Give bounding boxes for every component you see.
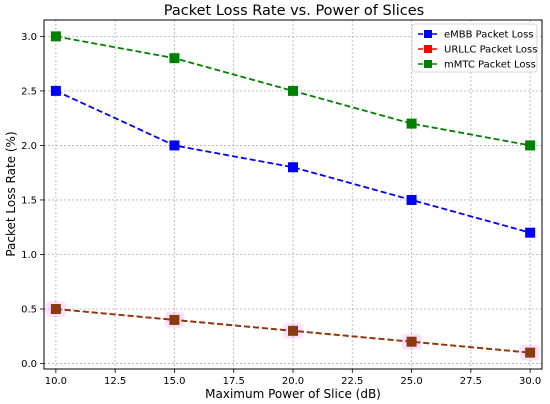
x-tick-label: 12.5 bbox=[104, 376, 126, 387]
legend-label: eMBB Packet Loss bbox=[444, 30, 534, 41]
x-tick-label: 15.0 bbox=[163, 376, 185, 387]
legend-marker bbox=[424, 45, 432, 53]
x-axis-label: Maximum Power of Slice (dB) bbox=[205, 387, 381, 401]
y-tick-label: 1.5 bbox=[21, 195, 37, 206]
series-0-point bbox=[50, 85, 61, 96]
y-tick-label: 0.5 bbox=[21, 305, 37, 316]
series-2-point bbox=[525, 140, 536, 151]
legend-box bbox=[411, 23, 538, 73]
series-1-point bbox=[169, 314, 180, 325]
y-tick-label: 3.0 bbox=[21, 32, 37, 43]
series-line-0 bbox=[55, 90, 531, 234]
x-tick-label: 22.5 bbox=[341, 376, 363, 387]
x-tick-label: 17.5 bbox=[223, 376, 245, 387]
legend-marker bbox=[424, 60, 432, 68]
y-tick-label: 2.0 bbox=[21, 141, 37, 152]
y-tick-label: 2.5 bbox=[21, 86, 37, 97]
y-axis: 0.0 0.5 1.0 1.5 2.0 2.5 3.0 bbox=[21, 32, 44, 370]
x-tick-label: 20.0 bbox=[282, 376, 304, 387]
legend: eMBB Packet Loss URLLC Packet Loss mMTC Pa… bbox=[411, 23, 538, 73]
legend-label: URLLC Packet Loss bbox=[444, 45, 537, 56]
series-1-point bbox=[406, 336, 417, 347]
x-tick-label: 30.0 bbox=[519, 376, 541, 387]
y-axis-label: Packet Loss Rate (%) bbox=[4, 131, 18, 256]
series-layer bbox=[45, 31, 541, 361]
x-tick-label: 27.5 bbox=[460, 376, 482, 387]
series-1-point bbox=[288, 325, 298, 336]
series-1-point bbox=[50, 304, 61, 315]
x-tick-label: 25.0 bbox=[400, 376, 422, 387]
series-2-point bbox=[50, 31, 61, 42]
series-0-point bbox=[288, 162, 298, 173]
y-tick-label: 1.0 bbox=[21, 250, 37, 261]
series-2-point bbox=[169, 53, 180, 64]
series-2-point bbox=[288, 85, 298, 96]
series-0-point bbox=[525, 227, 536, 238]
y-tick-label: 0.0 bbox=[21, 359, 37, 370]
chart-title: Packet Loss Rate vs. Power of Slices bbox=[164, 3, 424, 19]
series-1-point bbox=[525, 347, 536, 358]
series-0-point bbox=[169, 140, 180, 151]
x-tick-label: 10.0 bbox=[45, 376, 67, 387]
legend-label: mMTC Packet Loss bbox=[444, 60, 536, 71]
series-0-point bbox=[406, 194, 417, 205]
series-2-point bbox=[406, 118, 417, 129]
x-axis: 10.0 12.5 15.0 17.5 20.0 22.5 25.0 27.5 30.0 bbox=[45, 369, 541, 387]
legend-marker bbox=[424, 30, 432, 38]
